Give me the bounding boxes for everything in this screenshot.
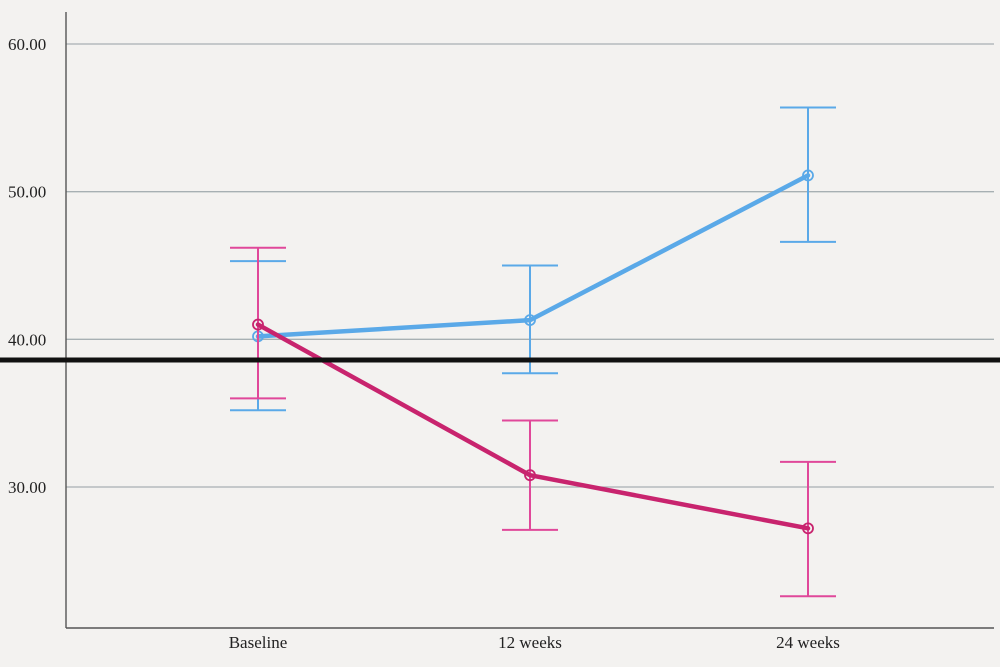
- data-point: [524, 469, 536, 482]
- data-point: [524, 314, 536, 327]
- x-tick-label: 24 weeks: [776, 633, 840, 652]
- axes: [65, 12, 994, 629]
- y-tick-label: 60.00: [8, 35, 46, 54]
- data-point: [252, 318, 264, 331]
- y-tick-labels: 60.00 50.00 40.00 30.00: [8, 35, 46, 497]
- series-line: [255, 173, 811, 339]
- x-tick-label: 12 weeks: [498, 633, 562, 652]
- series-line: [255, 322, 811, 531]
- y-tick-label: 30.00: [8, 478, 46, 497]
- series-1: [230, 246, 836, 598]
- y-tick-label: 50.00: [8, 183, 46, 202]
- series-0: [230, 106, 836, 412]
- x-tick-labels: Baseline 12 weeks 24 weeks: [229, 633, 840, 652]
- y-tick-label: 40.00: [8, 330, 46, 349]
- x-tick-label: Baseline: [229, 633, 288, 652]
- data-point: [802, 169, 814, 182]
- series: [230, 106, 836, 598]
- data-point: [802, 522, 814, 535]
